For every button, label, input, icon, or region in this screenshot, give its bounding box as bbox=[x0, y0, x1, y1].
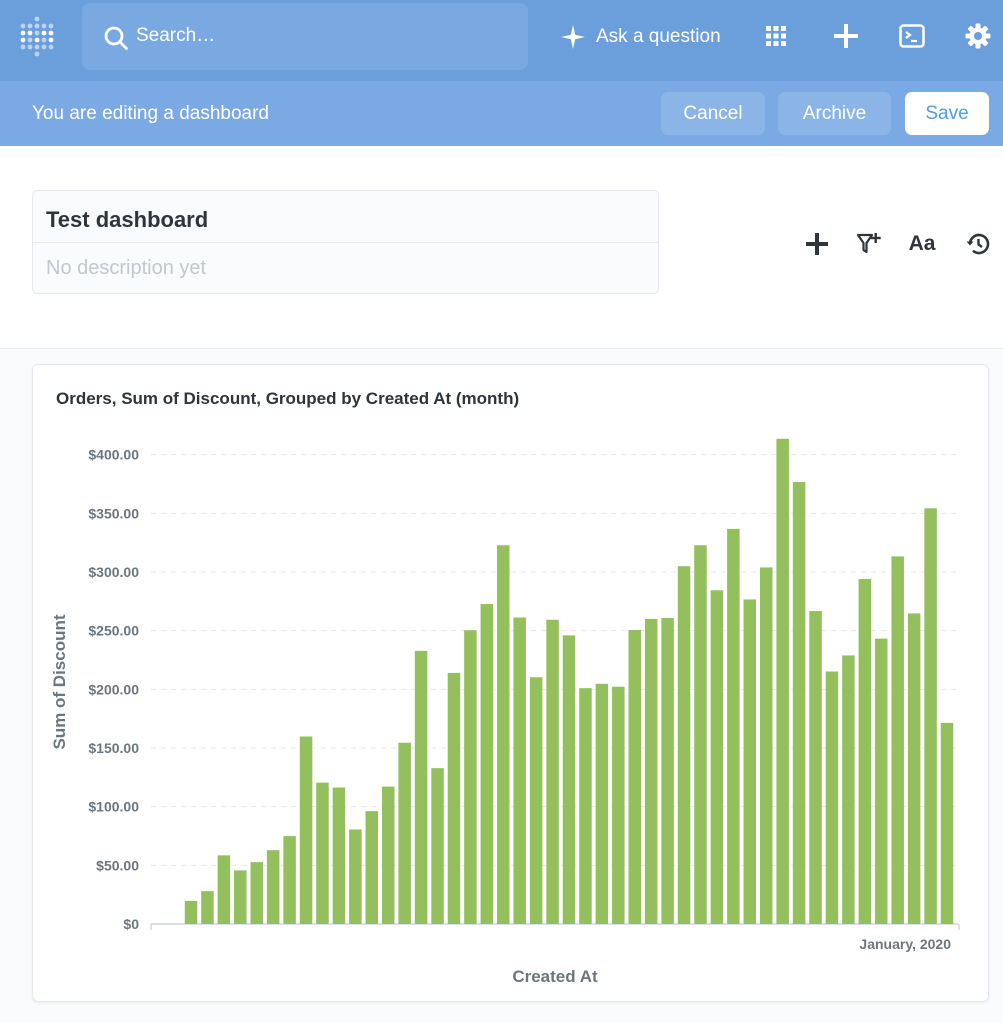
bar bbox=[349, 829, 362, 924]
bar bbox=[644, 618, 658, 924]
sql-editor-icon[interactable] bbox=[898, 22, 926, 50]
revision-history-icon[interactable] bbox=[964, 230, 992, 258]
dashboard-description-input[interactable]: No description yet bbox=[46, 257, 207, 279]
bar bbox=[612, 686, 625, 924]
bar bbox=[316, 782, 329, 924]
search-placeholder: Search… bbox=[136, 25, 216, 46]
x-axis-title: Created At bbox=[512, 967, 598, 986]
bar bbox=[217, 855, 231, 924]
bar bbox=[891, 556, 904, 924]
bar bbox=[365, 811, 379, 924]
bar bbox=[579, 688, 592, 924]
search-bar[interactable]: Search… bbox=[82, 3, 528, 70]
bar bbox=[201, 891, 214, 924]
y-tick-label: $200.00 bbox=[88, 681, 139, 697]
bar bbox=[842, 655, 855, 924]
add-question-icon[interactable] bbox=[803, 230, 831, 258]
bar bbox=[792, 482, 806, 924]
bar bbox=[677, 566, 691, 924]
y-tick-label: $150.00 bbox=[88, 740, 139, 756]
add-text-box-icon[interactable]: Aa bbox=[908, 232, 936, 255]
sparkle-icon bbox=[561, 25, 585, 49]
bar bbox=[497, 545, 510, 924]
question-card[interactable]: Orders, Sum of Discount, Grouped by Crea… bbox=[32, 364, 989, 1002]
metabase-logo-icon[interactable] bbox=[18, 16, 58, 58]
bar bbox=[184, 901, 198, 924]
y-tick-label: $0 bbox=[123, 916, 139, 932]
x-tick-label: January, 2020 bbox=[859, 936, 951, 952]
bar bbox=[250, 862, 263, 924]
bar bbox=[940, 722, 954, 924]
dashboard-title-box: Test dashboard No description yet bbox=[32, 190, 659, 294]
dashboard-title-input[interactable]: Test dashboard bbox=[46, 207, 209, 232]
bar bbox=[776, 438, 789, 924]
bar bbox=[431, 768, 444, 924]
y-tick-label: $50.00 bbox=[96, 857, 139, 873]
bar bbox=[809, 611, 822, 924]
bar bbox=[825, 671, 839, 924]
bar bbox=[694, 545, 707, 924]
bar bbox=[743, 599, 757, 924]
bar bbox=[875, 638, 888, 924]
bar bbox=[759, 567, 773, 924]
bar bbox=[234, 870, 247, 924]
bar bbox=[529, 677, 543, 924]
divider bbox=[33, 242, 658, 243]
bar bbox=[513, 617, 526, 924]
bar bbox=[332, 787, 346, 924]
bar bbox=[562, 635, 576, 924]
bar bbox=[447, 672, 461, 924]
bar bbox=[414, 650, 428, 924]
y-tick-label: $100.00 bbox=[88, 799, 139, 815]
card-title[interactable]: Orders, Sum of Discount, Grouped by Crea… bbox=[56, 389, 520, 408]
settings-gear-icon[interactable] bbox=[964, 22, 992, 50]
bar bbox=[464, 630, 477, 924]
bar bbox=[661, 617, 674, 924]
ask-a-question-label: Ask a question bbox=[596, 26, 721, 47]
search-icon bbox=[104, 26, 128, 50]
bar bbox=[595, 683, 609, 924]
y-tick-label: $400.00 bbox=[88, 447, 139, 463]
y-axis-title: Sum of Discount bbox=[50, 614, 69, 749]
bar bbox=[858, 579, 872, 924]
add-filter-icon[interactable] bbox=[855, 230, 883, 258]
dashboard-header: Test dashboard No description yet Aa bbox=[0, 146, 1003, 349]
bar bbox=[924, 508, 937, 924]
grid-apps-icon[interactable] bbox=[762, 22, 790, 50]
bar bbox=[710, 590, 724, 924]
cancel-button[interactable]: Cancel bbox=[661, 92, 765, 135]
save-button[interactable]: Save bbox=[905, 92, 989, 135]
bar bbox=[381, 786, 395, 924]
bar bbox=[907, 613, 921, 924]
bar bbox=[628, 629, 641, 924]
add-new-icon[interactable] bbox=[832, 22, 860, 50]
bar bbox=[727, 528, 740, 924]
edit-mode-bar: You are editing a dashboard Cancel Archi… bbox=[0, 81, 1003, 146]
bar bbox=[283, 836, 296, 924]
bar bbox=[398, 742, 411, 924]
archive-button[interactable]: Archive bbox=[778, 92, 891, 135]
top-navigation-bar: Search… Ask a question bbox=[0, 0, 1003, 81]
bar bbox=[480, 604, 494, 924]
y-tick-label: $300.00 bbox=[88, 564, 139, 580]
ask-a-question-button[interactable]: Ask a question bbox=[560, 22, 721, 52]
bar bbox=[546, 619, 559, 924]
editing-message: You are editing a dashboard bbox=[32, 103, 269, 124]
bar bbox=[299, 736, 313, 924]
y-tick-label: $350.00 bbox=[88, 505, 139, 521]
bar bbox=[266, 850, 280, 924]
bar-chart: $0 $50.00 $100.00 $150.00 $200.00 $250.00 $300… bbox=[50, 438, 960, 986]
y-tick-label: $250.00 bbox=[88, 623, 139, 639]
